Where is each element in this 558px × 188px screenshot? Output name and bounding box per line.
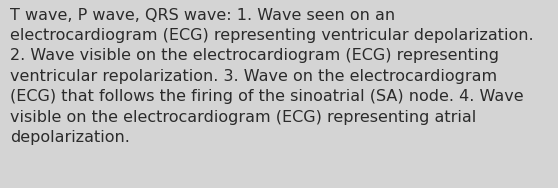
Text: T wave, P wave, QRS wave: 1. Wave seen on an
electrocardiogram (ECG) representin: T wave, P wave, QRS wave: 1. Wave seen o… bbox=[10, 8, 533, 145]
